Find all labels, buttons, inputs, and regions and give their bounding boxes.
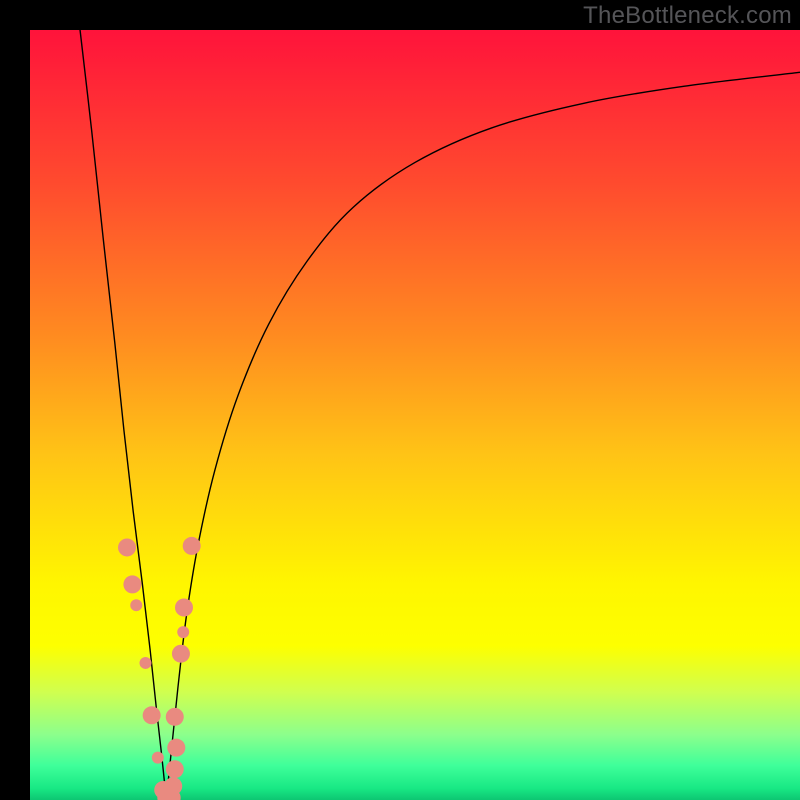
data-point [130, 599, 142, 611]
watermark-text: TheBottleneck.com [583, 2, 792, 30]
data-point [166, 760, 184, 778]
data-point [140, 657, 152, 669]
data-point [143, 706, 161, 724]
data-point [167, 739, 185, 757]
data-point [152, 752, 164, 764]
data-point [118, 538, 136, 556]
bottleneck-curve [80, 30, 166, 800]
data-point [183, 537, 201, 555]
data-point [172, 645, 190, 663]
data-point [175, 599, 193, 617]
data-point [123, 575, 141, 593]
bottleneck-curve [166, 72, 800, 800]
chart-svg [30, 30, 800, 800]
plot-area [30, 30, 800, 800]
chart-container: TheBottleneck.com [0, 0, 800, 800]
data-point [177, 626, 189, 638]
data-point [166, 708, 184, 726]
